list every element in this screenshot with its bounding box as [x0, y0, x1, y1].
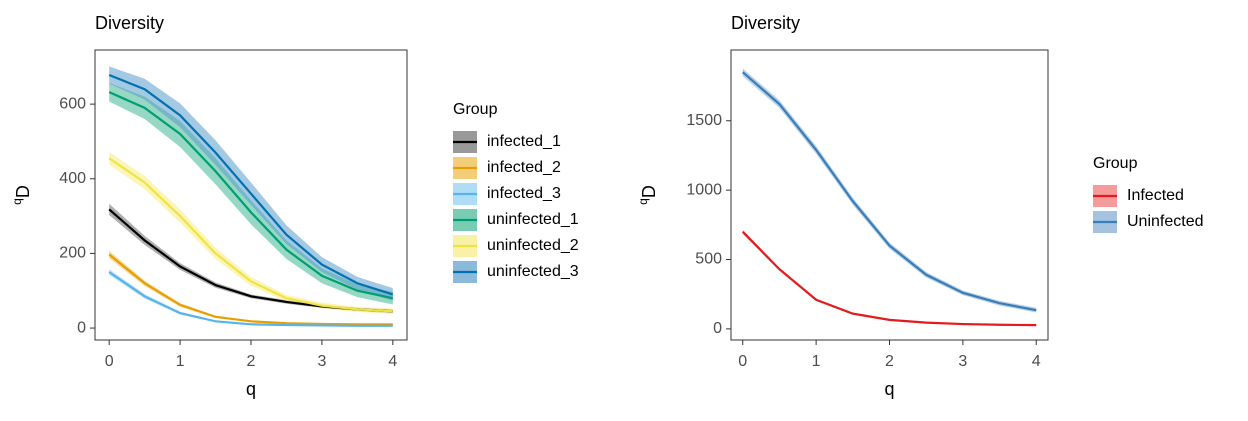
plot-frame	[730, 49, 1049, 341]
y-axis-label-base: D	[639, 185, 659, 198]
legend-label: uninfected_3	[487, 263, 579, 280]
y-axis-label-sup: q	[636, 198, 650, 205]
series-line	[108, 271, 393, 327]
series-line	[742, 71, 1037, 312]
legend-label: uninfected_1	[487, 211, 579, 228]
x-tick-label: 4	[388, 353, 397, 370]
legend-label: infected_1	[487, 133, 561, 150]
legend-label: Infected	[1127, 187, 1184, 204]
ribbon	[109, 203, 393, 314]
y-tick-label: 200	[59, 245, 86, 262]
chart-title: Diversity	[731, 13, 800, 33]
y-tick-label: 0	[713, 320, 722, 337]
y-tick-label: 1500	[686, 112, 722, 129]
series-line	[108, 91, 394, 300]
x-tick-label: 0	[738, 353, 747, 370]
series-line	[108, 253, 393, 326]
y-tick-label: 500	[695, 251, 722, 268]
series-line	[108, 73, 394, 296]
x-tick-label: 1	[812, 353, 821, 370]
x-tick-label: 4	[1032, 353, 1041, 370]
series-line	[741, 231, 1037, 327]
x-tick-label: 1	[176, 353, 185, 370]
legend-label: Uninfected	[1127, 213, 1204, 230]
y-axis-label-sup: q	[10, 198, 24, 205]
legend-title: Group	[1093, 155, 1138, 172]
ribbon	[109, 82, 393, 305]
x-tick-label: 2	[247, 353, 256, 370]
series-line	[108, 208, 393, 313]
y-tick-label: 1000	[686, 181, 722, 198]
y-tick-label: 0	[77, 319, 86, 336]
y-axis-label-base: D	[13, 185, 33, 198]
y-axis-label: qD	[636, 185, 659, 205]
x-axis-label: q	[246, 379, 256, 399]
y-tick-label: 600	[59, 95, 86, 112]
x-axis-label: q	[884, 379, 894, 399]
ribbon	[109, 66, 393, 301]
legend-label: infected_2	[487, 159, 561, 176]
plot-frame	[94, 49, 408, 341]
y-tick-label: 400	[59, 170, 86, 187]
legend-label: uninfected_2	[487, 237, 579, 254]
x-tick-label: 0	[105, 353, 114, 370]
x-tick-label: 3	[958, 353, 967, 370]
ribbon	[109, 250, 393, 326]
x-tick-label: 3	[317, 353, 326, 370]
y-axis-label: qD	[10, 185, 33, 205]
legend-title: Group	[453, 101, 498, 118]
x-tick-label: 2	[885, 353, 894, 370]
chart-title: Diversity	[95, 13, 164, 33]
legend-label: infected_3	[487, 185, 561, 202]
series-line	[108, 157, 393, 313]
